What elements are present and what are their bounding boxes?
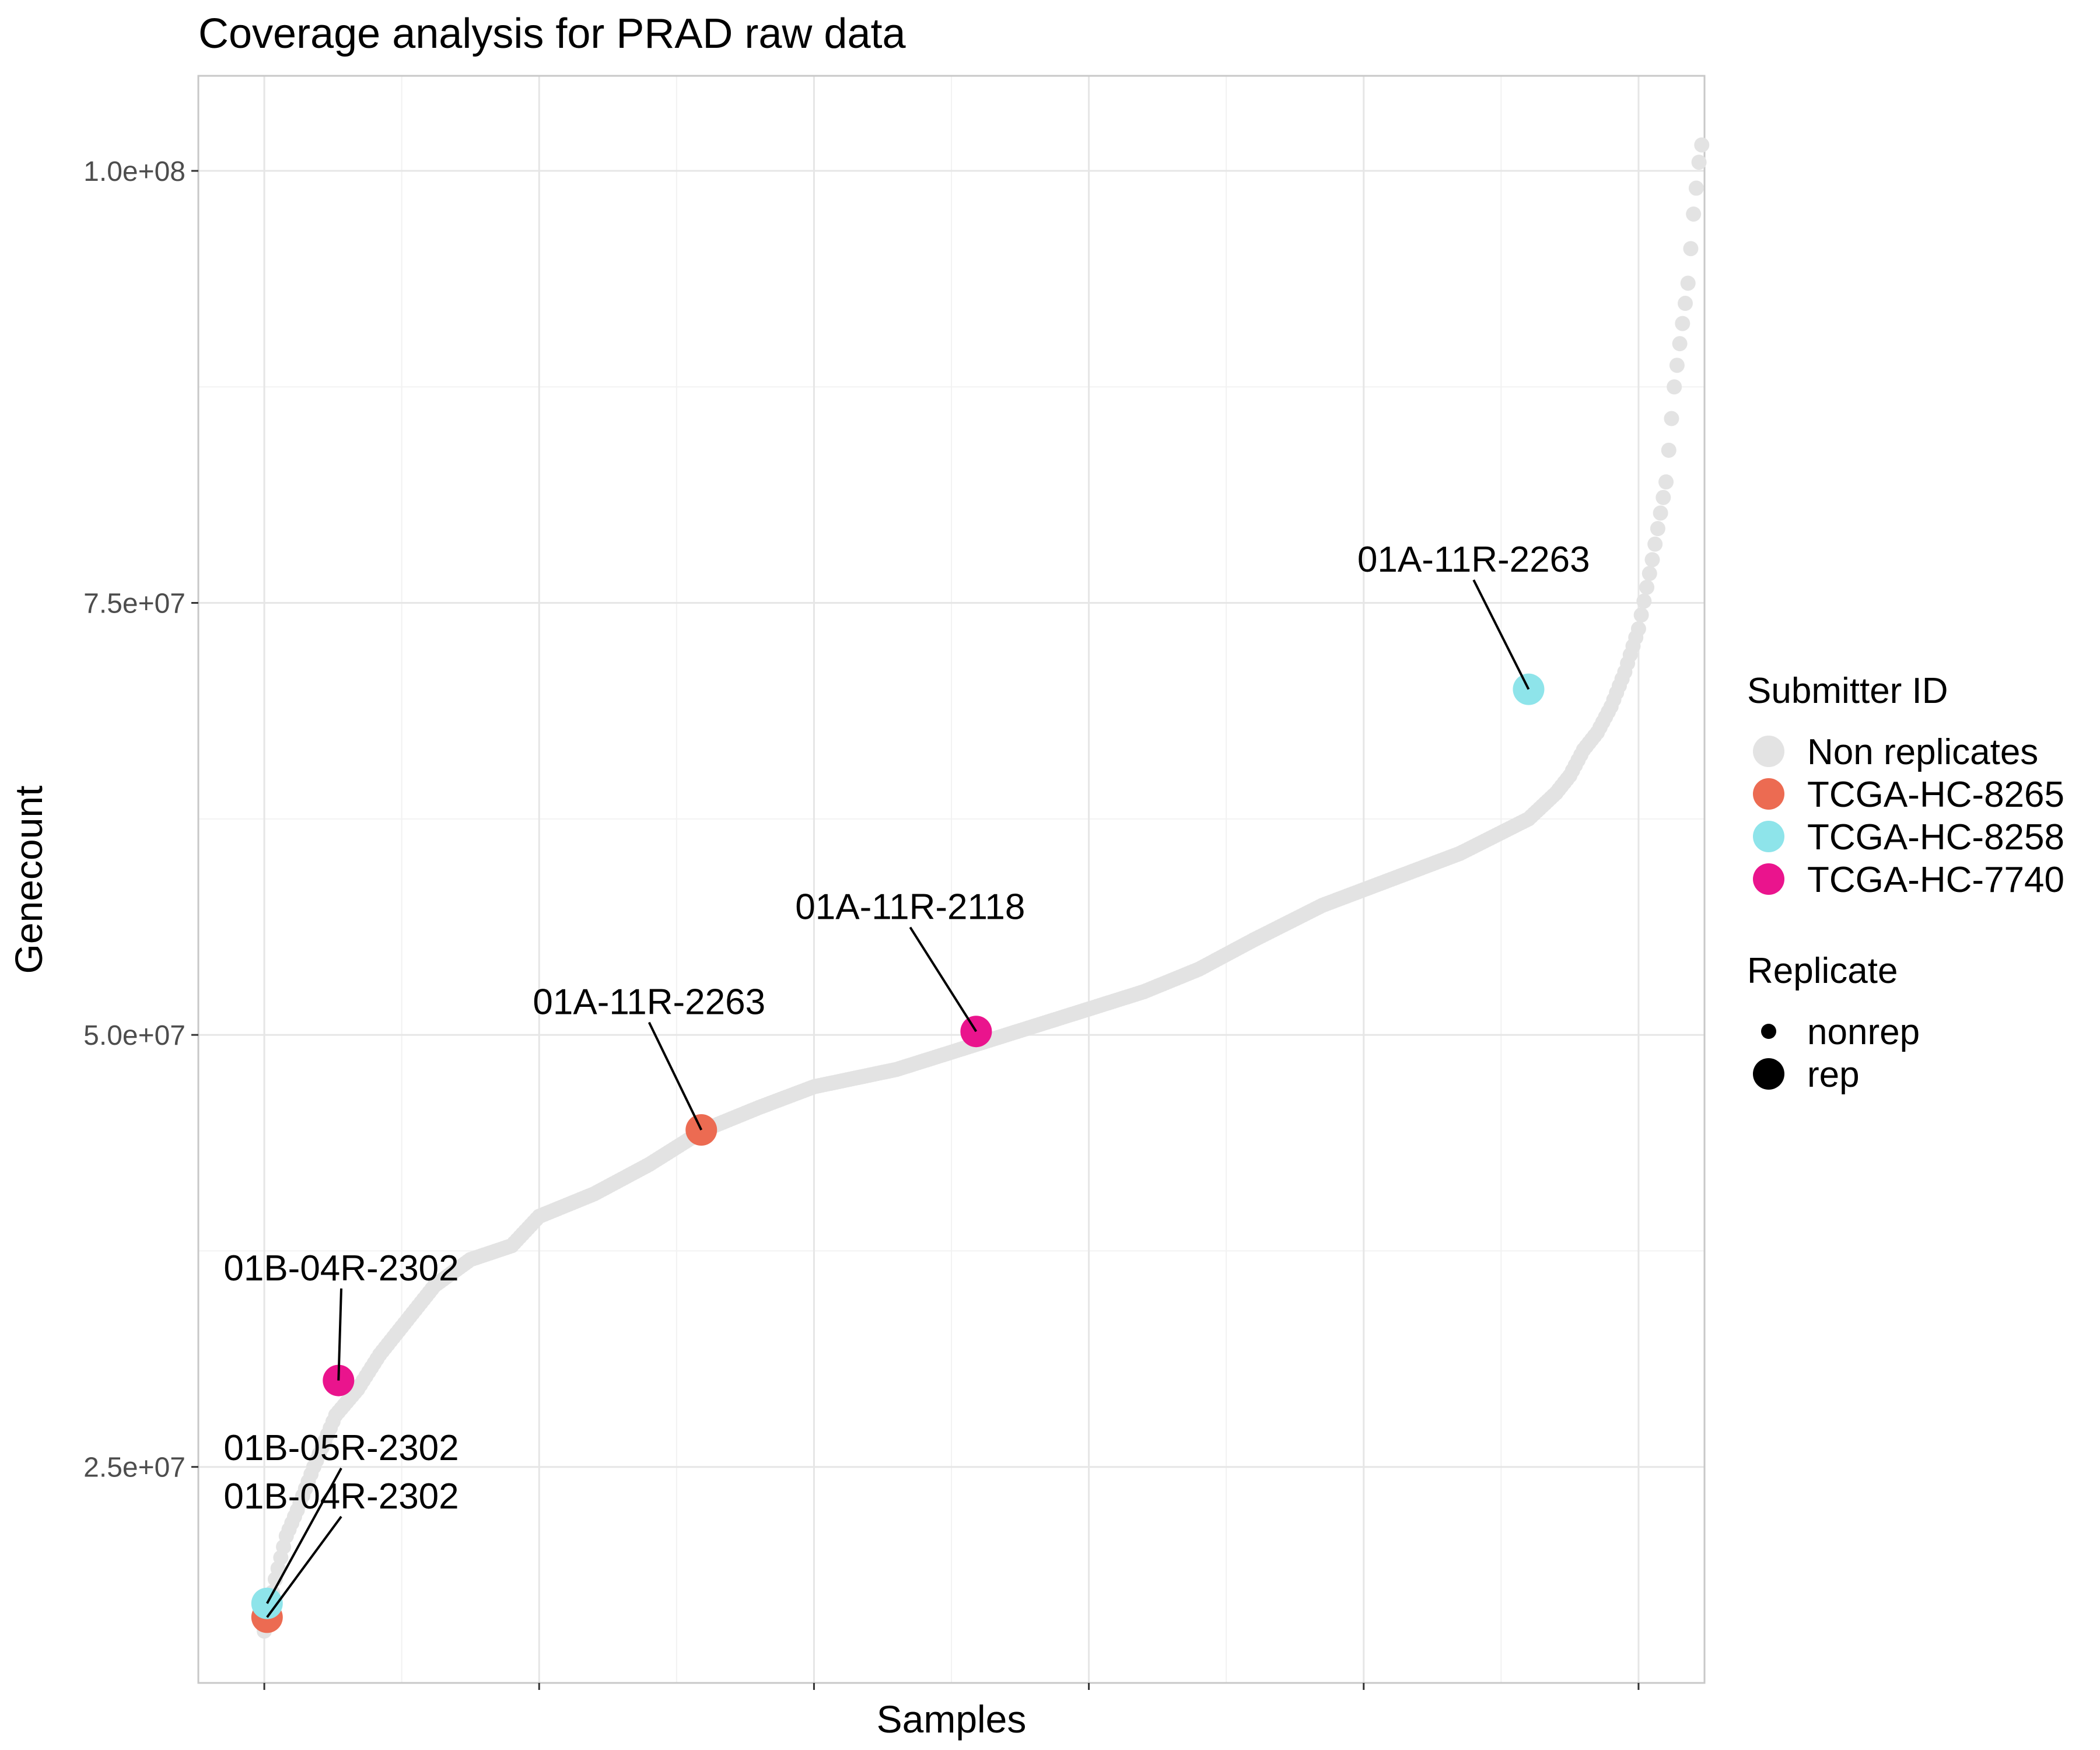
non-replicate-point [1636, 593, 1652, 609]
legend-color-key [1753, 821, 1784, 852]
x-axis [263, 1683, 1640, 1690]
non-replicate-point [1688, 180, 1704, 196]
non-replicate-point [1672, 336, 1688, 352]
replicate-label: 01A-11R-2263 [533, 982, 765, 1023]
replicate-label: 01B-05R-2302 [223, 1428, 459, 1468]
replicate-label: 01B-04R-2302 [223, 1248, 459, 1289]
non-replicate-point [1650, 521, 1665, 537]
non-replicate-point [1661, 442, 1676, 458]
y-tick-label: 7.5e+07 [83, 589, 186, 620]
non-replicate-point [1680, 275, 1696, 291]
legend-size-title: Replicate [1747, 951, 1898, 991]
legend-size-key [1753, 1058, 1784, 1090]
non-replicate-point [1686, 206, 1702, 222]
non-replicate-point [1691, 155, 1707, 170]
y-axis-title: Genecount [7, 786, 50, 974]
non-replicate-point [1647, 536, 1663, 552]
replicate-label: 01A-11R-2118 [795, 887, 1025, 928]
legend-color-key [1753, 736, 1784, 767]
legend-color-label: TCGA-HC-8265 [1807, 775, 2064, 815]
legend-color-label: Non replicates [1807, 732, 2038, 772]
replicate-label: 01B-04R-2302 [223, 1476, 459, 1517]
non-replicate-point [1664, 411, 1679, 426]
annotation-connector [648, 1021, 703, 1130]
legend-color-label: TCGA-HC-7740 [1807, 860, 2064, 900]
y-tick-label: 2.5e+07 [83, 1452, 186, 1483]
legend-color-entries: Non replicatesTCGA-HC-8265TCGA-HC-8258TC… [1753, 732, 2064, 900]
non-replicate-point [1669, 358, 1685, 373]
legend-size-key [1761, 1024, 1776, 1039]
legend-size-label: rep [1807, 1055, 1860, 1095]
non-replicate-point [1630, 621, 1646, 636]
annotation-connector [337, 1288, 343, 1381]
non-replicate-point [1675, 316, 1690, 331]
y-axis: 2.5e+07 5.0e+07 7.5e+07 1.0e+08 [83, 156, 198, 1483]
non-replicate-point [1658, 474, 1674, 490]
annotation-connector [909, 926, 978, 1032]
legend-color-title: Submitter ID [1747, 671, 1948, 711]
non-replicate-point [1694, 137, 1710, 153]
y-tick-label: 5.0e+07 [83, 1020, 186, 1051]
non-replicate-point [1678, 296, 1693, 312]
non-replicate-point [1633, 607, 1649, 623]
annotation-connector [266, 1516, 342, 1618]
legend-color-key [1753, 863, 1784, 895]
major-gridlines [198, 76, 1704, 1683]
chart-title: Coverage analysis for PRAD raw data [198, 10, 906, 57]
non-replicate-point [1644, 552, 1660, 568]
replicate-label: 01A-11R-2263 [1357, 540, 1590, 580]
plot-border [197, 75, 1706, 1684]
annotation-connector [266, 1467, 342, 1604]
non-replicate-point [1667, 379, 1682, 395]
y-tick-label: 1.0e+08 [83, 156, 186, 187]
legend-color-label: TCGA-HC-8258 [1807, 817, 2064, 858]
legend-color-key [1753, 778, 1784, 810]
replicate-annotations: 01B-04R-2302 01B-05R-2302 01B-04R-2302 01A-… [223, 540, 1590, 1618]
annotation-connector [1472, 579, 1530, 690]
non-replicate-point [1683, 241, 1699, 257]
minor-gridlines [198, 76, 1704, 1683]
non-replicate-point [1653, 505, 1668, 521]
non-replicate-point [1639, 579, 1655, 595]
non-replicate-point [1642, 566, 1657, 582]
legend-size-label: nonrep [1807, 1012, 1920, 1052]
non-replicate-point [1656, 489, 1671, 505]
x-axis-title: Samples [877, 1698, 1027, 1741]
legend: Submitter ID Non replicatesTCGA-HC-8265T… [1747, 671, 2064, 1095]
